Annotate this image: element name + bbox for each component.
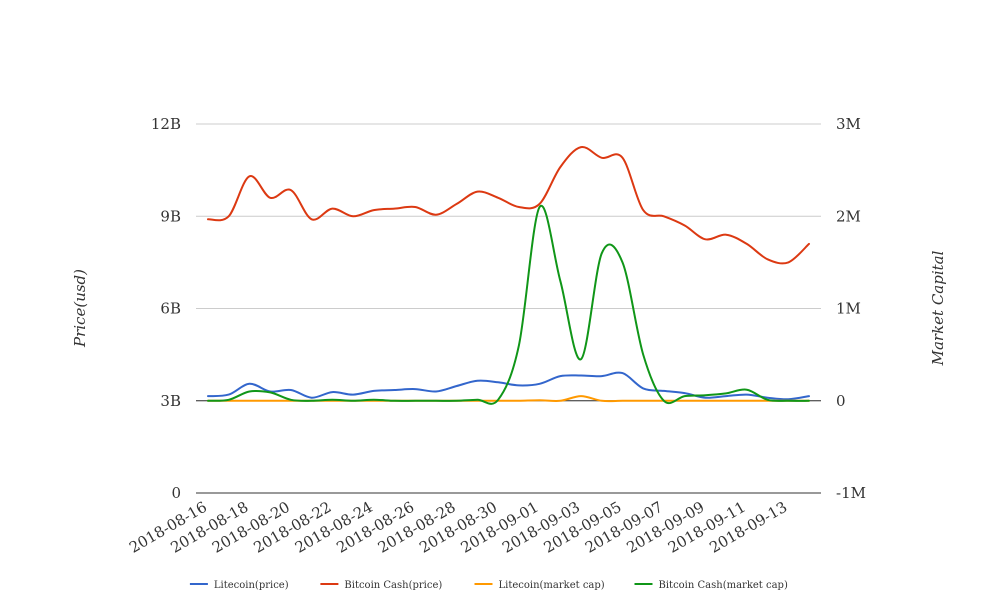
axes xyxy=(196,400,821,494)
legend-label: Bitcoin Cash(price) xyxy=(344,580,442,591)
legend-item-litecoin-market-cap[interactable]: Litecoin(market cap) xyxy=(474,580,605,591)
y-left-tick-label: 0 xyxy=(171,484,181,502)
series-line-litecoin-price xyxy=(207,371,810,401)
y-left-tick-label: 9B xyxy=(160,207,181,225)
legend-label: Litecoin(market cap) xyxy=(499,580,605,591)
y-axis-left-title: Price(usd) xyxy=(71,269,89,348)
y-right-tick-label: 1M xyxy=(836,300,861,318)
tick-labels: 03B6B9B12B-1M01M2M3M2018-08-162018-08-18… xyxy=(126,115,866,557)
series-lines xyxy=(207,146,810,405)
y-right-tick-label: 3M xyxy=(836,115,861,133)
series-line-bitcoin-cash-price xyxy=(207,146,810,265)
y-right-tick-label: 0 xyxy=(836,392,846,410)
legend: Litecoin(price) Bitcoin Cash(price) Liteco… xyxy=(189,580,788,591)
legend-item-bitcoin-cash-market-cap[interactable]: Bitcoin Cash(market cap) xyxy=(634,580,788,591)
legend-item-bitcoin-cash-price[interactable]: Bitcoin Cash(price) xyxy=(320,580,442,591)
y-right-tick-label: 2M xyxy=(836,207,861,225)
series-line-bitcoin-cash-market-cap xyxy=(207,204,810,405)
legend-label: Litecoin(price) xyxy=(214,580,289,591)
y-axis-right-title: Market Capital xyxy=(929,250,947,366)
y-left-tick-label: 6B xyxy=(160,300,181,318)
legend-label: Bitcoin Cash(market cap) xyxy=(659,580,788,591)
y-left-tick-label: 3B xyxy=(160,392,181,410)
y-left-tick-label: 12B xyxy=(151,115,181,133)
grid xyxy=(196,123,821,402)
y-right-tick-label: -1M xyxy=(836,484,866,502)
legend-item-litecoin-price[interactable]: Litecoin(price) xyxy=(189,580,289,591)
